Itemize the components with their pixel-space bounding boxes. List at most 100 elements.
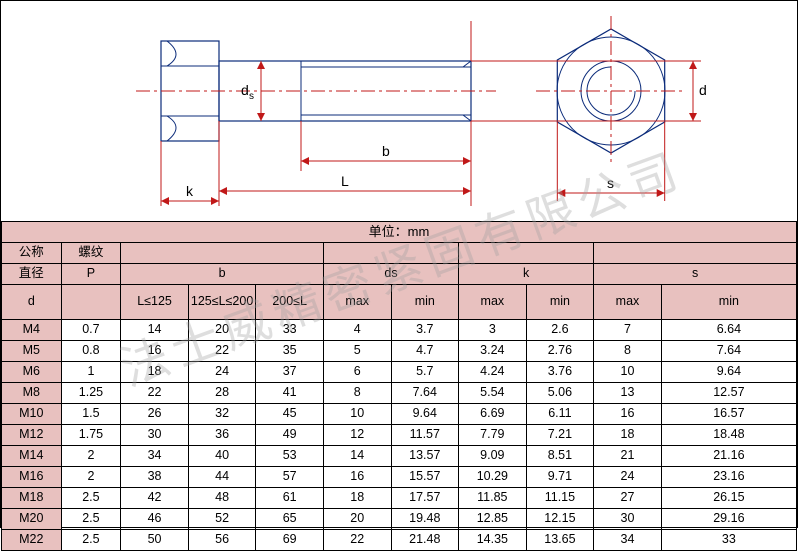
hdr-gongcheng: 公称 — [2, 243, 62, 264]
cell-d: M6 — [2, 362, 62, 383]
hdr-empty-k — [459, 243, 594, 264]
cell-kmin: 7.21 — [526, 425, 594, 446]
cell-dsmin: 7.64 — [391, 383, 459, 404]
cell-d: M12 — [2, 425, 62, 446]
cell-b3: 37 — [256, 362, 324, 383]
cell-smin: 6.64 — [661, 320, 796, 341]
cell-dsmin: 13.57 — [391, 446, 459, 467]
cell-b2: 36 — [188, 425, 256, 446]
cell-dsmax: 14 — [323, 446, 391, 467]
cell-b3: 57 — [256, 467, 324, 488]
cell-smin: 23.16 — [661, 467, 796, 488]
cell-smin: 16.57 — [661, 404, 796, 425]
cell-b2: 52 — [188, 509, 256, 530]
hdr-kmin: min — [526, 285, 594, 320]
table-row: M81.2522284187.645.545.061312.57 — [2, 383, 797, 404]
table-row: M6118243765.74.243.76109.64 — [2, 362, 797, 383]
spec-table: 单位：mm 公称 螺纹 直径 P b ds k s d L≤125 125≤L≤… — [1, 221, 797, 551]
hdr-dsmax: max — [323, 285, 391, 320]
cell-kmin: 5.06 — [526, 383, 594, 404]
cell-kmin: 2.6 — [526, 320, 594, 341]
cell-b1: 16 — [121, 341, 189, 362]
header-row-3: d L≤125 125≤L≤200 200≤L max min max min … — [2, 285, 797, 320]
cell-smax: 30 — [594, 509, 662, 530]
svg-text:d: d — [241, 82, 249, 98]
cell-b2: 40 — [188, 446, 256, 467]
hdr-b3: 200≤L — [256, 285, 324, 320]
cell-d: M10 — [2, 404, 62, 425]
svg-text:s: s — [607, 175, 614, 191]
bolt-diagram: dsbLkds — [1, 1, 797, 221]
cell-kmin: 8.51 — [526, 446, 594, 467]
cell-kmax: 7.79 — [459, 425, 527, 446]
cell-d: M8 — [2, 383, 62, 404]
cell-b2: 28 — [188, 383, 256, 404]
cell-kmin: 12.15 — [526, 509, 594, 530]
header-row-2: 直径 P b ds k s — [2, 264, 797, 285]
cell-smin: 9.64 — [661, 362, 796, 383]
unit-cell: 单位：mm — [2, 222, 797, 243]
hdr-p: P — [61, 264, 121, 285]
cell-d: M4 — [2, 320, 62, 341]
cell-b2: 48 — [188, 488, 256, 509]
cell-smin: 21.16 — [661, 446, 796, 467]
table-row: M1423440531413.579.098.512121.16 — [2, 446, 797, 467]
cell-smax: 34 — [594, 530, 662, 551]
svg-text:b: b — [382, 143, 390, 159]
cell-b3: 53 — [256, 446, 324, 467]
cell-smax: 10 — [594, 362, 662, 383]
cell-kmax: 4.24 — [459, 362, 527, 383]
unit-row: 单位：mm — [2, 222, 797, 243]
svg-text:s: s — [249, 91, 254, 102]
table-row: M1623844571615.5710.299.712423.16 — [2, 467, 797, 488]
cell-dsmin: 9.64 — [391, 404, 459, 425]
cell-d: M5 — [2, 341, 62, 362]
cell-b3: 49 — [256, 425, 324, 446]
cell-dsmin: 4.7 — [391, 341, 459, 362]
cell-p: 2.5 — [61, 530, 121, 551]
cell-dsmax: 6 — [323, 362, 391, 383]
cell-p: 2.5 — [61, 509, 121, 530]
cell-dsmax: 20 — [323, 509, 391, 530]
cell-kmin: 13.65 — [526, 530, 594, 551]
cell-dsmax: 12 — [323, 425, 391, 446]
cell-b1: 18 — [121, 362, 189, 383]
cell-b1: 30 — [121, 425, 189, 446]
cell-p: 0.7 — [61, 320, 121, 341]
cell-p: 1 — [61, 362, 121, 383]
cell-kmin: 11.15 — [526, 488, 594, 509]
cell-kmin: 3.76 — [526, 362, 594, 383]
cell-dsmin: 15.57 — [391, 467, 459, 488]
cell-b3: 61 — [256, 488, 324, 509]
hdr-k: k — [459, 264, 594, 285]
cell-b1: 50 — [121, 530, 189, 551]
cell-d: M18 — [2, 488, 62, 509]
hdr-zhijing: 直径 — [2, 264, 62, 285]
cell-smax: 21 — [594, 446, 662, 467]
cell-b2: 22 — [188, 341, 256, 362]
table-row: M222.55056692221.4814.3513.653433 — [2, 530, 797, 551]
cell-b1: 46 — [121, 509, 189, 530]
cell-dsmin: 17.57 — [391, 488, 459, 509]
hdr-s: s — [594, 264, 797, 285]
table-row: M50.816223554.73.242.7687.64 — [2, 341, 797, 362]
table-row: M101.5263245109.646.696.111616.57 — [2, 404, 797, 425]
cell-kmin: 2.76 — [526, 341, 594, 362]
table-row: M202.54652652019.4812.8512.153029.16 — [2, 509, 797, 530]
cell-kmax: 3.24 — [459, 341, 527, 362]
cell-b1: 42 — [121, 488, 189, 509]
table-row: M40.714203343.732.676.64 — [2, 320, 797, 341]
cell-b3: 35 — [256, 341, 324, 362]
hdr-smax: max — [594, 285, 662, 320]
cell-b3: 33 — [256, 320, 324, 341]
cell-smin: 33 — [661, 530, 796, 551]
cell-d: M20 — [2, 509, 62, 530]
cell-b3: 65 — [256, 509, 324, 530]
cell-dsmax: 18 — [323, 488, 391, 509]
cell-b1: 22 — [121, 383, 189, 404]
cell-b3: 45 — [256, 404, 324, 425]
cell-p: 1.25 — [61, 383, 121, 404]
cell-b1: 38 — [121, 467, 189, 488]
cell-dsmin: 21.48 — [391, 530, 459, 551]
cell-dsmax: 4 — [323, 320, 391, 341]
